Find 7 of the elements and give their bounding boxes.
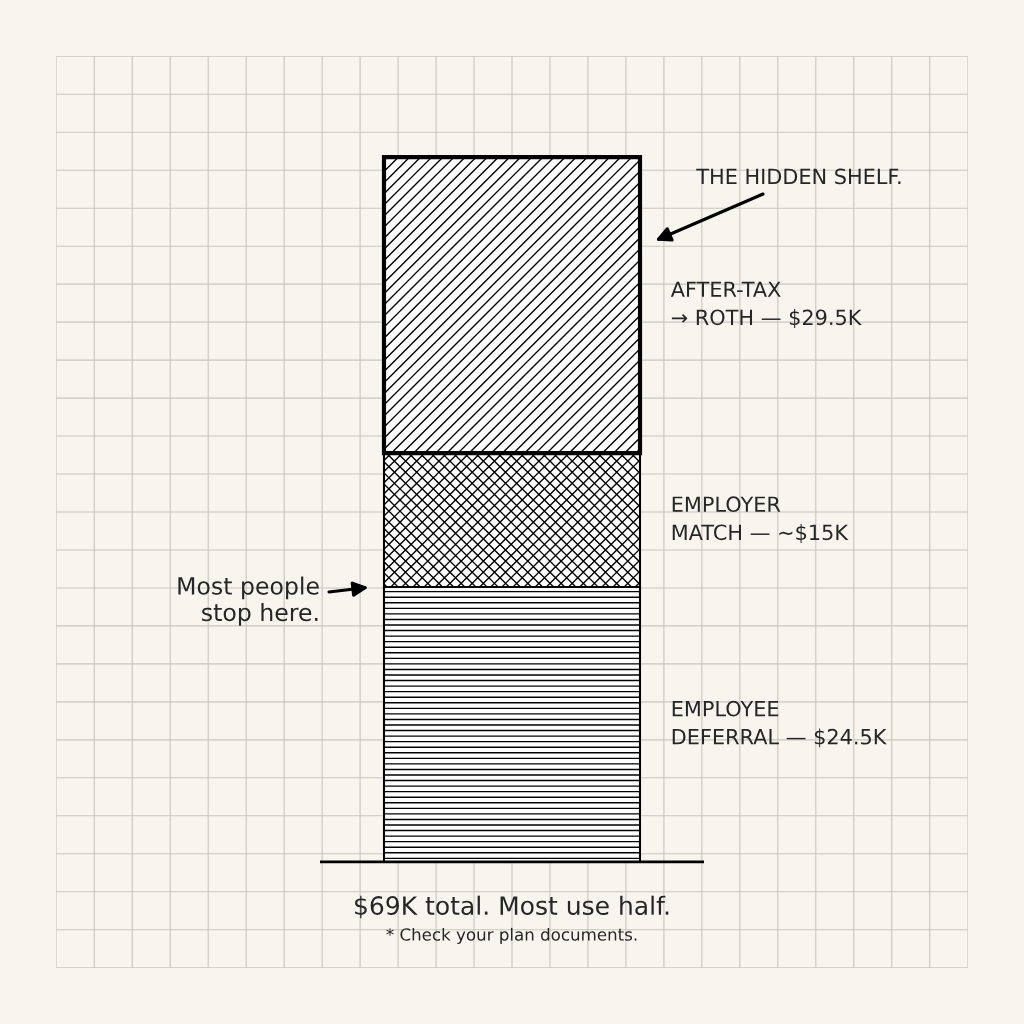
text: Most people stop here.	[178, 576, 319, 626]
text: $69K total. Most use half.	[355, 895, 669, 919]
series-label: EMPLOYER MATCH — ~$15K	[672, 496, 849, 543]
text: * Check your plan documents.	[386, 927, 637, 945]
text: THE HIDDEN SHELF.	[696, 168, 901, 185]
series-label: AFTER-TAX → ROTH — $29.5K	[670, 281, 862, 328]
series-label: EMPLOYEE DEFERRAL — $24.5K	[672, 700, 887, 748]
